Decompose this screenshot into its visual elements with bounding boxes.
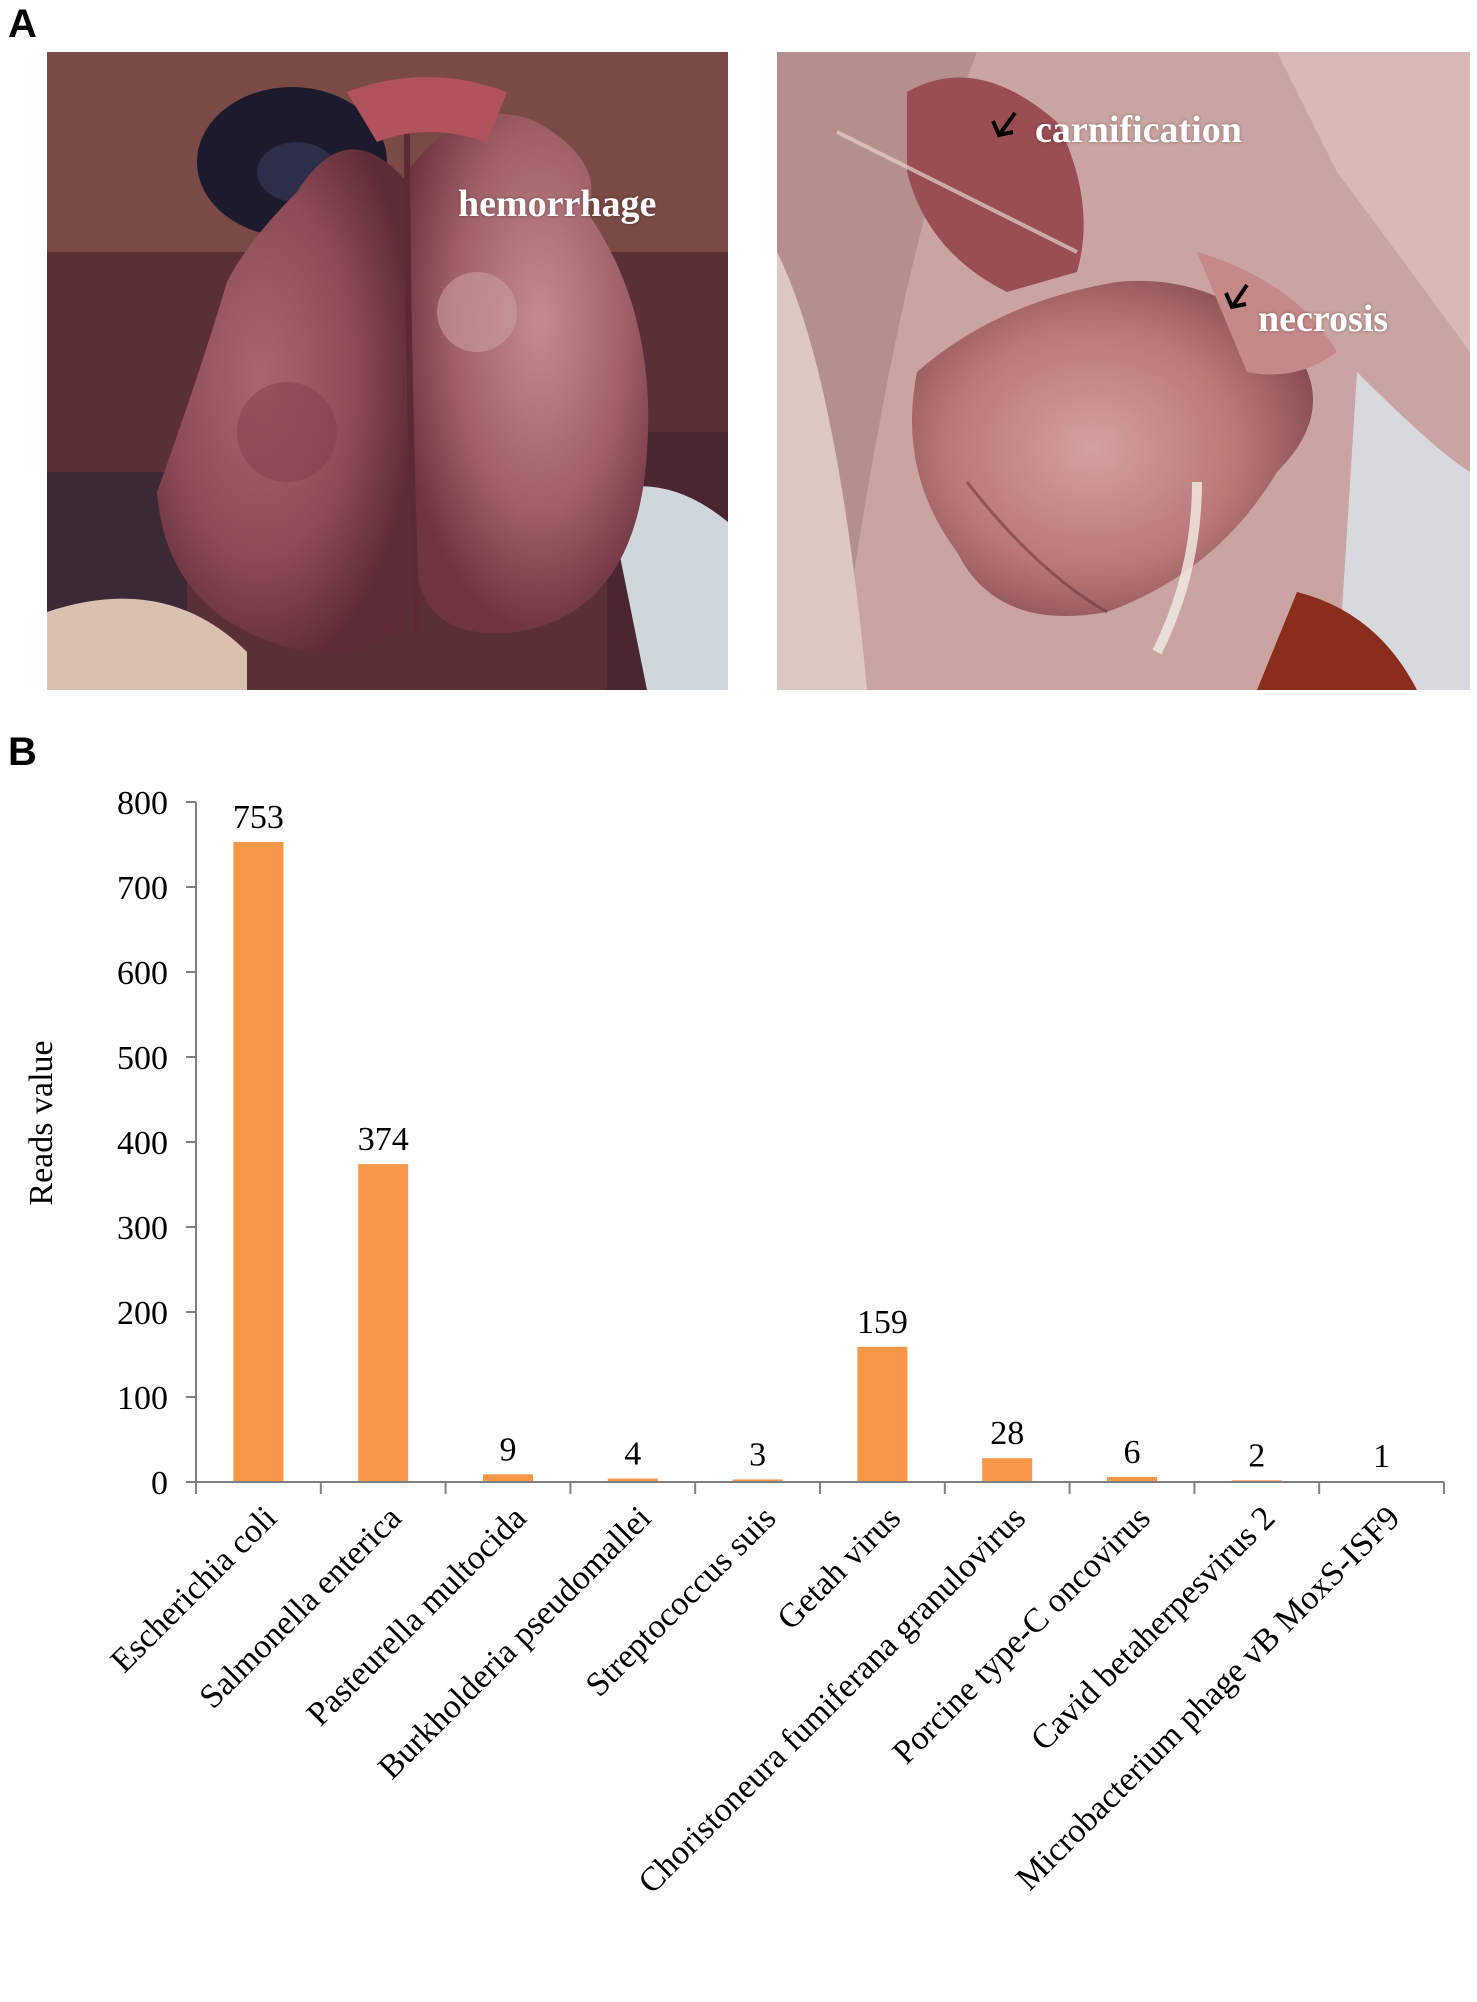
reads-bar-chart: 0 100 200 300 400 500 600 700 800 753 374 9 4 3 159 28… bbox=[23, 785, 1445, 1901]
bar-value-label: 6 bbox=[1124, 1434, 1141, 1471]
bar-value-label: 4 bbox=[624, 1436, 641, 1473]
bar-value-label: 374 bbox=[358, 1121, 409, 1158]
y-axis-label: Reads value bbox=[23, 1040, 60, 1205]
bar-value-label: 9 bbox=[500, 1431, 517, 1468]
x-category-label: Cavid betaherpesvirus 2 bbox=[1024, 1499, 1283, 1758]
x-category-label: Getah virus bbox=[770, 1499, 908, 1637]
lung-photo-right-illustration bbox=[777, 52, 1470, 690]
y-tick-label: 100 bbox=[117, 1380, 168, 1417]
x-category-label: Porcine type-C oncovirus bbox=[886, 1499, 1158, 1771]
bar bbox=[607, 1478, 658, 1482]
y-tick-label: 800 bbox=[117, 785, 168, 822]
bar-value-label: 753 bbox=[233, 799, 284, 836]
bar-value-label: 1 bbox=[1373, 1438, 1390, 1475]
bar bbox=[857, 1346, 908, 1482]
y-tick-label: 0 bbox=[151, 1465, 168, 1502]
bar bbox=[358, 1164, 409, 1482]
bar-value-label: 159 bbox=[857, 1304, 908, 1341]
carnification-label: carnification bbox=[1035, 109, 1242, 151]
bar bbox=[732, 1479, 783, 1482]
panel-b-letter: B bbox=[8, 730, 37, 774]
bars: 753 374 9 4 3 159 28 6 2 1 bbox=[233, 799, 1407, 1482]
y-tick-label: 400 bbox=[117, 1125, 168, 1162]
y-tick-label: 500 bbox=[117, 1040, 168, 1077]
lung-photo-left-illustration bbox=[47, 52, 728, 690]
lung-photo-right bbox=[777, 52, 1470, 690]
y-tick-label: 600 bbox=[117, 955, 168, 992]
y-axis: 0 100 200 300 400 500 600 700 800 bbox=[117, 785, 197, 1502]
bar bbox=[483, 1474, 533, 1482]
x-category-label: Pasteurella multocida bbox=[300, 1499, 534, 1733]
necrosis-label: necrosis bbox=[1258, 298, 1389, 340]
y-tick-label: 700 bbox=[117, 870, 168, 907]
y-tick-label: 200 bbox=[117, 1295, 168, 1332]
lung-photo-left bbox=[47, 52, 728, 690]
bar-value-label: 2 bbox=[1248, 1437, 1265, 1474]
hemorrhage-label: hemorrhage bbox=[458, 183, 657, 225]
bar bbox=[1107, 1476, 1157, 1482]
bar-value-label: 3 bbox=[749, 1436, 766, 1473]
bar bbox=[233, 841, 284, 1482]
bar bbox=[982, 1458, 1033, 1482]
y-tick-label: 300 bbox=[117, 1210, 168, 1247]
bar-value-label: 28 bbox=[990, 1415, 1024, 1452]
panel-a-letter: A bbox=[8, 2, 37, 46]
